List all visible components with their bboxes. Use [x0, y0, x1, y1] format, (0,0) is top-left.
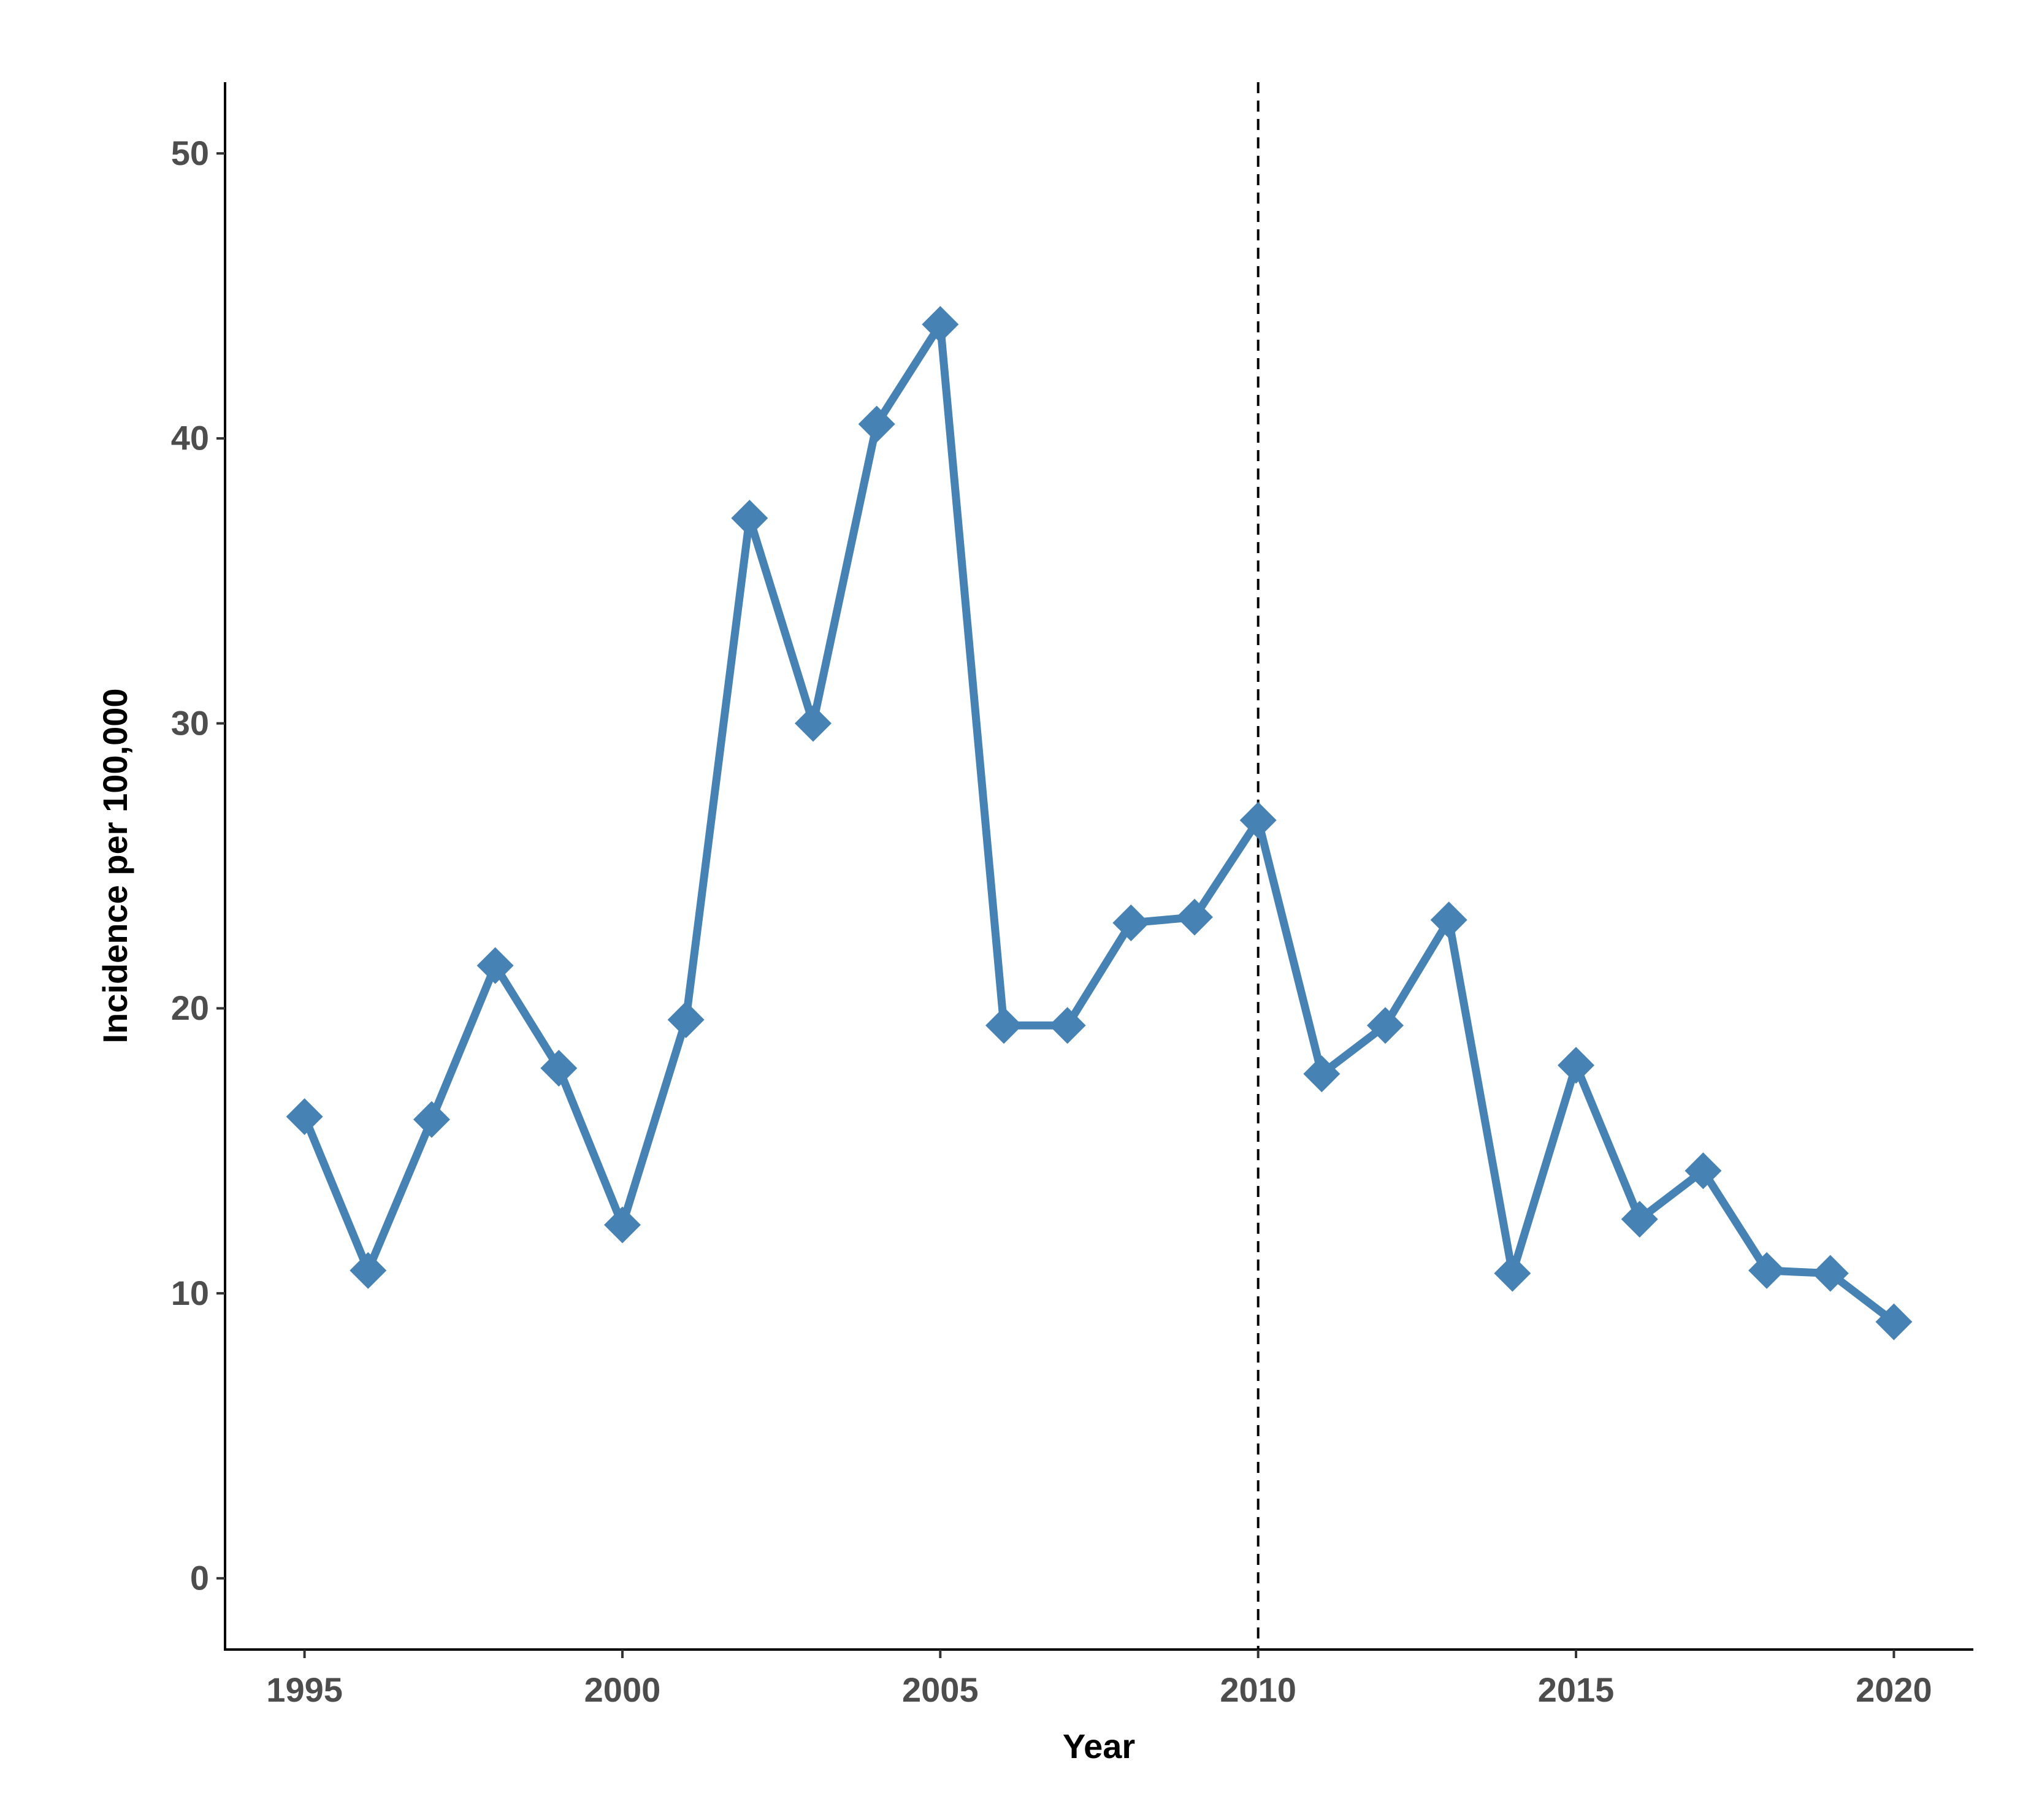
point-marker: [1621, 1201, 1658, 1238]
y-axis-title: Incidence per 100,000: [96, 688, 134, 1043]
point-marker: [603, 1206, 641, 1244]
x-tick-label: 1995: [266, 1670, 343, 1709]
point-marker: [1685, 1152, 1722, 1190]
point-marker: [667, 1001, 705, 1038]
point-marker: [1494, 1255, 1531, 1292]
x-tick-label: 2000: [584, 1670, 661, 1709]
point-marker: [1811, 1255, 1849, 1292]
y-tick-label: 50: [171, 134, 209, 172]
point-marker: [286, 1098, 323, 1135]
point-marker: [858, 405, 895, 443]
x-tick-label: 2015: [1538, 1670, 1615, 1709]
point-marker: [731, 500, 768, 537]
point-marker: [1112, 904, 1150, 941]
point-marker: [1303, 1055, 1341, 1093]
x-axis-title: Year: [1063, 1727, 1135, 1765]
point-marker: [922, 306, 959, 343]
point-marker: [350, 1252, 387, 1289]
point-marker: [1176, 898, 1214, 936]
point-marker: [1430, 901, 1467, 939]
point-marker: [1239, 801, 1277, 839]
point-marker: [1558, 1047, 1595, 1084]
y-tick-label: 20: [171, 988, 209, 1027]
point-marker: [794, 705, 832, 742]
point-marker: [1875, 1303, 1913, 1340]
x-tick-label: 2010: [1220, 1670, 1296, 1709]
point-marker: [1049, 1007, 1086, 1044]
y-tick-label: 10: [171, 1274, 209, 1312]
y-tick-label: 40: [171, 419, 209, 457]
y-tick-label: 0: [190, 1559, 209, 1597]
point-marker: [476, 947, 514, 984]
data-line: [300, 320, 1897, 1325]
point-marker: [1748, 1252, 1786, 1289]
x-tick-label: 2005: [902, 1670, 979, 1709]
y-tick-label: 30: [171, 703, 209, 742]
point-marker: [540, 1049, 578, 1087]
point-marker: [413, 1101, 450, 1138]
point-marker: [1367, 1007, 1404, 1044]
point-marker: [985, 1007, 1022, 1044]
x-tick-label: 2020: [1856, 1670, 1932, 1709]
